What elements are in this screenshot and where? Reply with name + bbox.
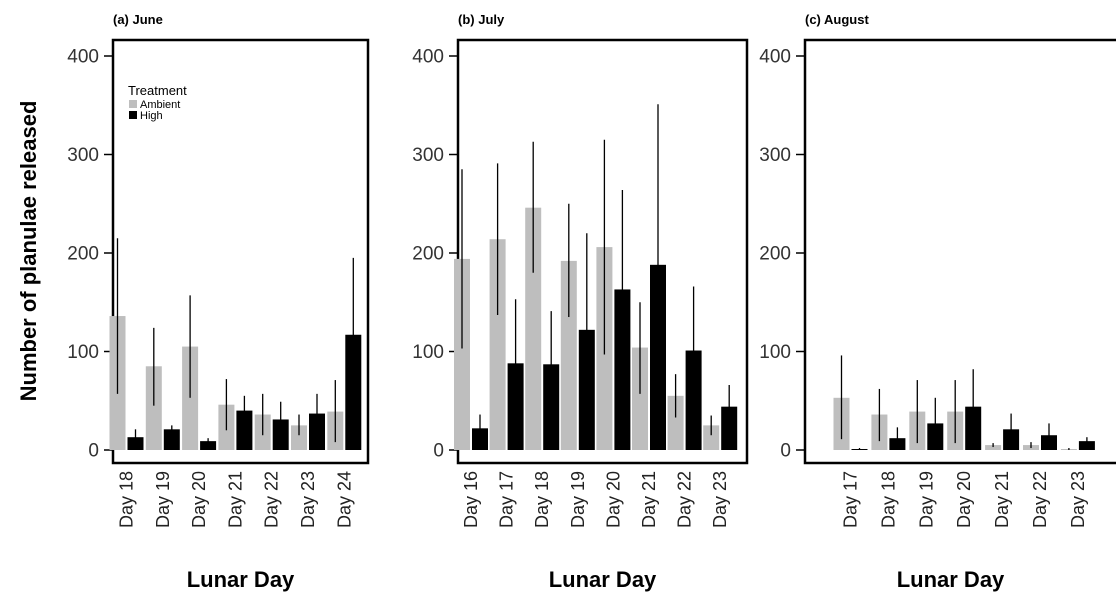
bar-ambient [489, 239, 506, 450]
panel-title: (b) July [458, 12, 505, 27]
y-tick-label: 0 [433, 441, 444, 462]
bar-ambient [291, 425, 307, 450]
x-tick-label: Day 19 [916, 471, 936, 528]
y-axis-label: Number of planulae released [16, 101, 41, 402]
x-tick-label: Day 18 [117, 471, 137, 528]
y-tick-label: 100 [412, 342, 444, 363]
bar-high [200, 441, 217, 450]
y-tick-label: 100 [759, 342, 791, 363]
bar-ambient [560, 260, 577, 450]
x-axis-title: Lunar Day [897, 567, 1005, 592]
bar-high [163, 429, 180, 450]
x-tick-label: Day 21 [639, 471, 659, 528]
x-tick-label: Day 23 [1068, 471, 1088, 528]
bar-ambient [632, 347, 648, 450]
bar-high [236, 410, 253, 450]
legend: Treatment Ambient High [128, 83, 187, 122]
x-tick-label: Day 20 [603, 471, 623, 528]
plot-frame [456, 38, 749, 465]
x-tick-label: Day 22 [675, 471, 695, 528]
legend-label-high: High [140, 110, 163, 122]
y-tick-label: 200 [412, 244, 444, 265]
panel-title: (c) August [805, 12, 869, 27]
bar-ambient [182, 346, 199, 450]
x-axis-title: Lunar Day [187, 567, 295, 592]
y-tick-label: 400 [412, 47, 444, 68]
x-tick-label: Day 21 [992, 471, 1012, 528]
y-tick-label: 300 [759, 145, 791, 166]
panel-3: (c) August 0 100 200 300 400 Day 17 Day 18 Day 1… [759, 12, 1116, 592]
bar-high [721, 406, 738, 450]
x-tick-label: Day 21 [225, 471, 245, 528]
legend-swatch-ambient [129, 100, 137, 108]
y-tick-label: 300 [412, 145, 444, 166]
legend-swatch-high [129, 111, 137, 119]
x-tick-label: Day 20 [189, 471, 209, 528]
plot-frame [111, 38, 370, 465]
y-tick-label: 0 [88, 441, 99, 462]
x-tick-label: Day 19 [568, 471, 588, 528]
x-tick-label: Day 23 [298, 471, 318, 528]
bar-ambient [145, 366, 162, 450]
y-tick-label: 200 [759, 244, 791, 265]
x-tick-label: Day 19 [153, 471, 173, 528]
legend-label-ambient: Ambient [140, 99, 180, 111]
bar-ambient [454, 258, 470, 450]
y-tick-label: 200 [67, 244, 99, 265]
x-tick-label: Day 23 [710, 471, 730, 528]
x-tick-label: Day 24 [334, 471, 354, 528]
x-tick-label: Day 22 [1030, 471, 1050, 528]
panel-1: (a) June 0 100 200 300 400 Day 18 Day 19 Day 20 D… [67, 12, 370, 592]
x-tick-label: Day 17 [497, 471, 517, 528]
panel-title: (a) June [113, 12, 163, 27]
y-tick-label: 400 [759, 47, 791, 68]
x-tick-label: Day 18 [532, 471, 552, 528]
bar-ambient [703, 425, 720, 450]
y-tick-label: 300 [67, 145, 99, 166]
y-tick-label: 0 [780, 441, 791, 462]
x-tick-label: Day 17 [841, 471, 861, 528]
bar-high [1078, 441, 1095, 450]
x-tick-label: Day 20 [954, 471, 974, 528]
plot-frame [803, 38, 1116, 465]
panel-2: (b) July 0 100 200 300 400 Day 16 Day 17 Day 18 D… [412, 12, 749, 592]
bar-ambient [525, 207, 542, 450]
x-tick-label: Day 18 [878, 471, 898, 528]
legend-title: Treatment [128, 83, 187, 98]
y-tick-label: 400 [67, 47, 99, 68]
x-tick-label: Day 22 [262, 471, 282, 528]
bar-ambient [667, 395, 684, 450]
bar-ambient [985, 445, 1002, 450]
x-axis-title: Lunar Day [549, 567, 657, 592]
y-tick-label: 100 [67, 342, 99, 363]
x-tick-label: Day 16 [461, 471, 481, 528]
